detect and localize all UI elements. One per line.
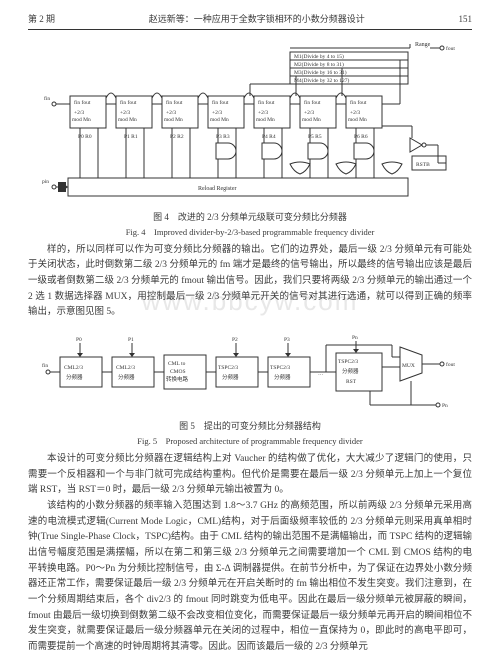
svg-text:fout: fout — [446, 45, 455, 52]
svg-text:RST: RST — [346, 379, 357, 385]
svg-text:+2/3: +2/3 — [350, 110, 360, 116]
svg-text:fout: fout — [446, 361, 455, 368]
svg-text:P2: P2 — [232, 337, 238, 343]
svg-text:P3: P3 — [284, 337, 290, 343]
svg-text:+2/3: +2/3 — [120, 110, 130, 116]
svg-text:fin: fin — [42, 362, 48, 369]
svg-text:+2/3: +2/3 — [74, 110, 84, 116]
svg-text:+2/3: +2/3 — [304, 110, 314, 116]
svg-text:Pn: Pn — [352, 335, 358, 341]
svg-text:MUX: MUX — [402, 363, 415, 369]
svg-text:mod Mn: mod Mn — [118, 117, 137, 123]
svg-text:fin fout: fin fout — [304, 99, 321, 106]
svg-text:fin fout: fin fout — [74, 99, 91, 106]
svg-text:TSPC2/3: TSPC2/3 — [218, 365, 238, 371]
svg-text:CMOS: CMOS — [170, 369, 186, 375]
svg-text:mod Mn: mod Mn — [348, 117, 367, 123]
svg-text:RSTB: RSTB — [416, 162, 430, 168]
svg-text:+2/3: +2/3 — [212, 110, 222, 116]
page-header: 第 2 期 赵远新等：一种应用于全数字锁相环的小数分频器设计 151 — [28, 12, 472, 30]
svg-text:M4(Divide by 32 to 127): M4(Divide by 32 to 127) — [294, 77, 349, 84]
paragraph-2: 本设计的可变分频比分频器在逻辑结构上对 Vaucher 的结构做了优化，大大减少… — [28, 452, 472, 499]
svg-text:mod Mn: mod Mn — [256, 117, 275, 123]
svg-text:P1: P1 — [128, 337, 134, 343]
fig4-caption-en: Fig. 4 Improved divider-by-2/3-based pro… — [28, 225, 472, 239]
fig5-caption-cn: 图 5 提出的可变分频比分频器结构 — [28, 419, 472, 434]
svg-text:fin fout: fin fout — [120, 99, 137, 106]
svg-text:CML2/3: CML2/3 — [116, 365, 135, 371]
svg-text:mod Mn: mod Mn — [72, 117, 91, 123]
svg-text:mod Mn: mod Mn — [302, 117, 321, 123]
svg-text:pin: pin — [42, 179, 49, 185]
figure-5: .bx{fill:#fff;stroke:#333;stroke-width:1… — [28, 327, 472, 448]
svg-text:CML to: CML to — [168, 361, 186, 367]
fig4-caption-cn: 图 4 改进的 2/3 分频单元级联可变分频比分频器 — [28, 210, 472, 225]
svg-text:分频器: 分频器 — [66, 373, 83, 381]
svg-text:TSPC2/3: TSPC2/3 — [270, 365, 290, 371]
header-right: 151 — [459, 12, 473, 27]
paragraph-3: 该结构的小数分频器的频率输入范围达到 1.8～3.7 GHz 的高频范围，所以前… — [28, 499, 472, 656]
header-center: 赵远新等：一种应用于全数字锁相环的小数分频器设计 — [149, 12, 365, 27]
svg-text:fin fout: fin fout — [212, 99, 229, 106]
svg-text:分频器: 分频器 — [274, 373, 291, 381]
paragraph-1: 样的，所以同样可以作为可变分频比分频器的输出。它们的边界处，最后一级 2/3 分… — [28, 243, 472, 321]
svg-text:fin fout: fin fout — [258, 99, 275, 106]
svg-text:转换电路: 转换电路 — [166, 375, 189, 383]
svg-text:Reload Register: Reload Register — [198, 186, 237, 192]
svg-text:fin fout: fin fout — [166, 99, 183, 106]
svg-text:Pn: Pn — [442, 403, 448, 409]
svg-text:Range: Range — [415, 42, 431, 48]
figure-4: .bx{fill:#fff;stroke:#333;stroke-width:1… — [28, 38, 472, 239]
svg-text:fin: fin — [44, 95, 50, 102]
svg-text:分频器: 分频器 — [118, 373, 135, 381]
svg-text:M1(Divide by 4 to 15): M1(Divide by 4 to 15) — [294, 53, 344, 60]
header-left: 第 2 期 — [28, 12, 55, 27]
svg-text:+2/3: +2/3 — [166, 110, 176, 116]
svg-text:fin fout: fin fout — [350, 99, 367, 106]
svg-text:TSPC2/3: TSPC2/3 — [338, 359, 358, 365]
svg-text:分频器: 分频器 — [222, 373, 239, 381]
svg-text:mod Mn: mod Mn — [164, 117, 183, 123]
svg-text:M2(Divide by 8 to 31): M2(Divide by 8 to 31) — [294, 61, 344, 68]
svg-text:+2/3: +2/3 — [258, 110, 268, 116]
svg-text:CML2/3: CML2/3 — [64, 365, 83, 371]
fig5-svg: .bx{fill:#fff;stroke:#333;stroke-width:1… — [40, 327, 460, 417]
svg-text:M3(Divide by 16 to 31): M3(Divide by 16 to 31) — [294, 69, 347, 76]
svg-text:mod Mn: mod Mn — [210, 117, 229, 123]
fig5-caption-en: Fig. 5 Proposed architecture of programm… — [28, 434, 472, 448]
svg-text:P0: P0 — [76, 337, 82, 343]
svg-text:分频器: 分频器 — [342, 367, 359, 375]
fig4-svg: .bx{fill:#fff;stroke:#333;stroke-width:1… — [40, 38, 460, 208]
